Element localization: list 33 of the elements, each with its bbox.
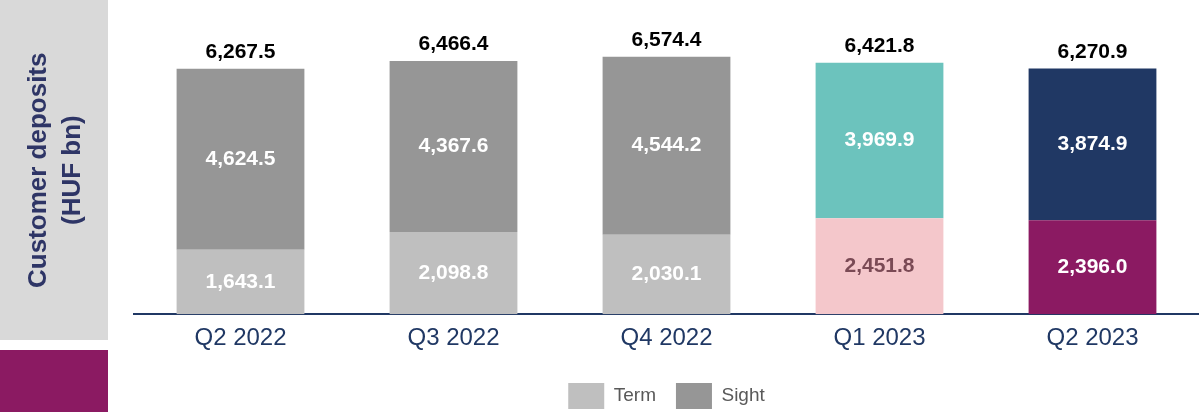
total-label: 6,270.9 [1057, 38, 1128, 62]
data-label: 3,874.9 [1057, 131, 1128, 155]
total-label: 6,267.5 [205, 38, 276, 62]
bar [602, 56, 731, 235]
x-tick-label: Q4 2022 [620, 323, 713, 351]
bar [389, 60, 518, 232]
data-label: 2,396.0 [1057, 254, 1128, 278]
bar [815, 218, 944, 315]
bar [176, 68, 305, 250]
x-tick-label: Q2 2023 [1046, 323, 1139, 351]
bar [1028, 68, 1157, 221]
data-label: 2,098.8 [418, 259, 489, 283]
bar [602, 234, 731, 315]
data-label: 4,624.5 [205, 146, 276, 170]
data-label: 2,030.1 [631, 261, 702, 285]
data-label: 4,367.6 [418, 133, 489, 157]
data-label: 4,544.2 [631, 132, 702, 156]
total-label: 6,574.4 [631, 26, 702, 50]
x-tick-label: Q3 2022 [407, 323, 500, 351]
bar [815, 62, 944, 219]
legend-label: Sight [721, 384, 766, 406]
total-label: 6,421.8 [844, 32, 915, 56]
x-tick-label: Q2 2022 [194, 323, 287, 351]
y-axis-title: Customer deposits (HUF bn) [21, 51, 87, 290]
bar [389, 231, 518, 315]
total-label: 6,466.4 [418, 31, 489, 55]
data-label: 1,643.1 [205, 268, 276, 292]
bar [176, 249, 305, 315]
data-label: 2,451.8 [844, 252, 915, 276]
bar [1028, 220, 1157, 315]
data-label: 3,969.9 [844, 127, 915, 151]
x-tick-label: Q1 2023 [833, 323, 926, 351]
legend-label: Term [613, 384, 656, 406]
